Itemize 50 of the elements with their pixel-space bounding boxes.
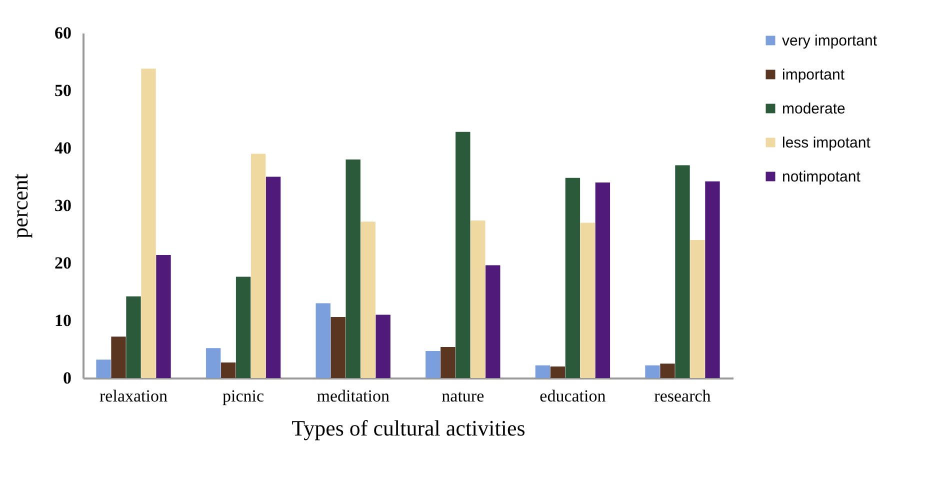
x-tick-label: meditation bbox=[316, 386, 390, 406]
x-axis-title: Types of cultural activities bbox=[292, 416, 526, 440]
y-tick-label: 0 bbox=[63, 368, 72, 388]
bar bbox=[675, 165, 690, 378]
bar bbox=[535, 365, 550, 378]
bar bbox=[565, 178, 580, 378]
x-tick-label: nature bbox=[442, 386, 484, 406]
bar bbox=[220, 362, 236, 378]
bar bbox=[376, 314, 390, 378]
legend-label: very important bbox=[782, 32, 878, 50]
bar bbox=[236, 276, 251, 378]
y-tick-label: 50 bbox=[54, 81, 72, 100]
bar bbox=[690, 240, 705, 378]
legend-label: moderate bbox=[782, 100, 846, 118]
bar bbox=[440, 346, 456, 378]
bar bbox=[206, 348, 221, 378]
bar bbox=[580, 222, 596, 378]
bar bbox=[426, 350, 440, 378]
bar bbox=[266, 176, 281, 378]
x-tick-label: relaxation bbox=[100, 386, 168, 406]
y-tick-label: 10 bbox=[54, 311, 72, 330]
bar bbox=[456, 132, 470, 378]
bar bbox=[96, 360, 111, 378]
legend-label: important bbox=[782, 66, 846, 84]
bar bbox=[470, 220, 486, 378]
bar bbox=[360, 222, 376, 378]
bar bbox=[595, 182, 610, 378]
legend-label: less impotant bbox=[782, 134, 872, 152]
bar bbox=[705, 181, 720, 378]
bar bbox=[346, 160, 360, 378]
bar bbox=[316, 303, 330, 378]
bar bbox=[486, 265, 500, 378]
y-tick-label: 60 bbox=[54, 24, 72, 42]
y-tick-label: 20 bbox=[54, 254, 72, 272]
x-tick-label: picnic bbox=[222, 386, 265, 406]
bar bbox=[250, 154, 266, 378]
y-tick-label: 30 bbox=[54, 196, 72, 215]
y-tick-label: 40 bbox=[54, 138, 72, 158]
bar bbox=[660, 364, 675, 378]
y-axis-title: percent bbox=[8, 174, 32, 238]
x-tick-label: research bbox=[654, 386, 712, 406]
bar bbox=[550, 366, 566, 378]
bar bbox=[126, 296, 141, 378]
bar bbox=[141, 68, 156, 378]
bar bbox=[111, 336, 126, 378]
legend-label: notimpotant bbox=[782, 168, 862, 186]
x-tick-label: education bbox=[540, 386, 606, 406]
bar bbox=[156, 254, 171, 378]
bar bbox=[645, 365, 660, 378]
bar bbox=[330, 317, 346, 378]
